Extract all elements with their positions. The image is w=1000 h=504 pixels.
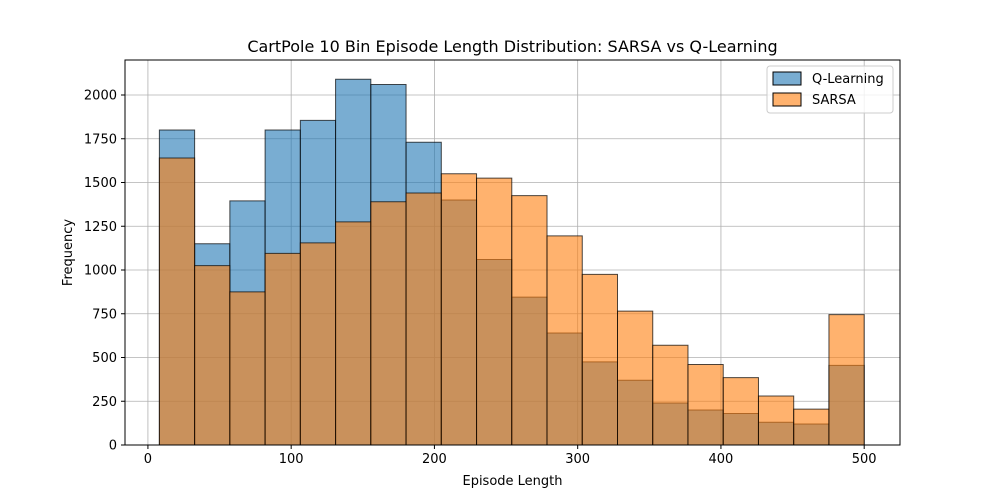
x-tick-label: 500 bbox=[852, 452, 877, 467]
bar-sarsa bbox=[299, 242, 337, 446]
bar-sarsa bbox=[828, 314, 865, 446]
y-tick-label: 2000 bbox=[84, 89, 117, 104]
y-tick-label: 1750 bbox=[84, 132, 117, 147]
legend: Q-Learning SARSA bbox=[766, 65, 894, 114]
y-tick-label: 1000 bbox=[84, 264, 117, 279]
bar-sarsa bbox=[476, 177, 513, 446]
bar-sarsa bbox=[687, 364, 724, 446]
bar-sarsa bbox=[370, 201, 407, 446]
histogram-bars bbox=[158, 78, 865, 446]
bar-sarsa bbox=[511, 195, 548, 446]
bar-sarsa bbox=[158, 157, 196, 446]
bar-sarsa bbox=[335, 221, 372, 446]
bar-sarsa bbox=[757, 395, 795, 446]
plot-frame bbox=[124, 59, 901, 446]
y-axis-label: Frequency bbox=[61, 219, 76, 286]
x-tick-label: 400 bbox=[709, 452, 734, 467]
bar-sarsa bbox=[546, 235, 583, 446]
chart-title: CartPole 10 Bin Episode Length Distribut… bbox=[247, 37, 777, 56]
bar-sarsa bbox=[194, 265, 231, 446]
bar-sarsa bbox=[229, 291, 266, 446]
legend-swatch-sarsa bbox=[772, 92, 802, 107]
x-axis-label: Episode Length bbox=[462, 474, 562, 489]
bar-sarsa bbox=[581, 273, 619, 446]
x-tick-label: 0 bbox=[144, 452, 152, 467]
bar-sarsa bbox=[722, 377, 759, 446]
legend-swatch-q-learning bbox=[772, 71, 802, 86]
x-tick-label: 300 bbox=[565, 452, 590, 467]
bar-sarsa bbox=[652, 344, 689, 446]
y-tick-label: 250 bbox=[92, 395, 117, 410]
bar-sarsa bbox=[440, 173, 478, 446]
y-tick-label: 1250 bbox=[84, 220, 117, 235]
bar-sarsa bbox=[617, 310, 654, 446]
bar-sarsa bbox=[405, 192, 442, 446]
x-tick-label: 200 bbox=[422, 452, 447, 467]
y-tick-label: 500 bbox=[92, 351, 117, 366]
bar-sarsa bbox=[264, 252, 301, 446]
axis-ticks: 0 100 200 300 400 500 0 250 500 750 1000 1250 1500 17… bbox=[84, 89, 877, 468]
x-tick-label: 100 bbox=[279, 452, 304, 467]
legend-label-q-learning: Q-Learning bbox=[812, 72, 884, 87]
y-tick-label: 750 bbox=[92, 307, 117, 322]
bar-sarsa bbox=[793, 408, 830, 446]
y-tick-label: 1500 bbox=[84, 176, 117, 191]
legend-label-sarsa: SARSA bbox=[812, 93, 856, 108]
y-tick-label: 0 bbox=[109, 439, 117, 454]
